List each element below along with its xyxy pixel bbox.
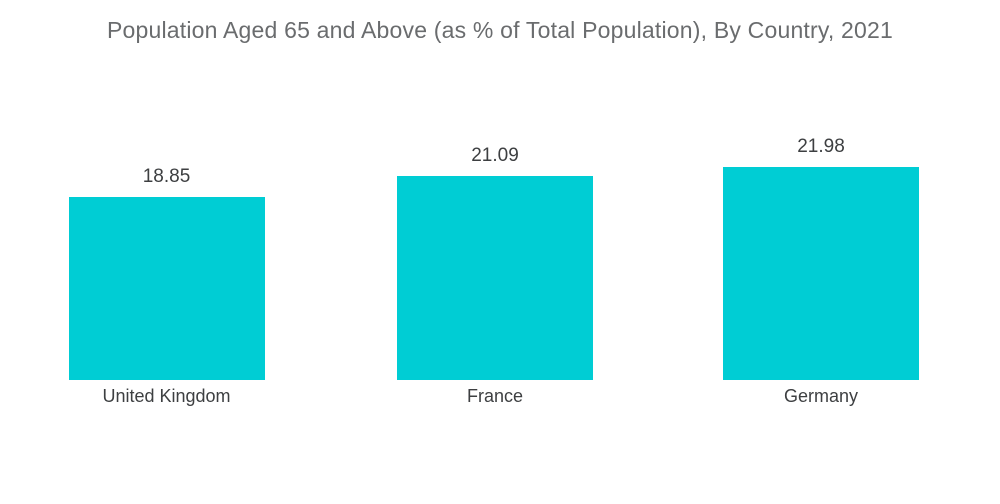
bar-group-united-kingdom: 18.85 xyxy=(68,166,265,380)
bar-germany xyxy=(723,167,919,380)
bar-group-france: 21.09 xyxy=(397,145,593,380)
bar-united-kingdom xyxy=(68,197,265,380)
category-label-united-kingdom: United Kingdom xyxy=(102,386,231,406)
value-label-united-kingdom: 18.85 xyxy=(142,166,191,187)
category-label-france: France xyxy=(466,386,524,406)
bar-group-germany: 21.98 xyxy=(723,136,919,380)
bar-france xyxy=(397,176,593,380)
category-label-germany: Germany xyxy=(783,386,859,406)
value-label-germany: 21.98 xyxy=(797,136,845,157)
chart-title: Population Aged 65 and Above (as % of To… xyxy=(106,17,894,43)
value-label-france: 21.09 xyxy=(471,145,519,166)
